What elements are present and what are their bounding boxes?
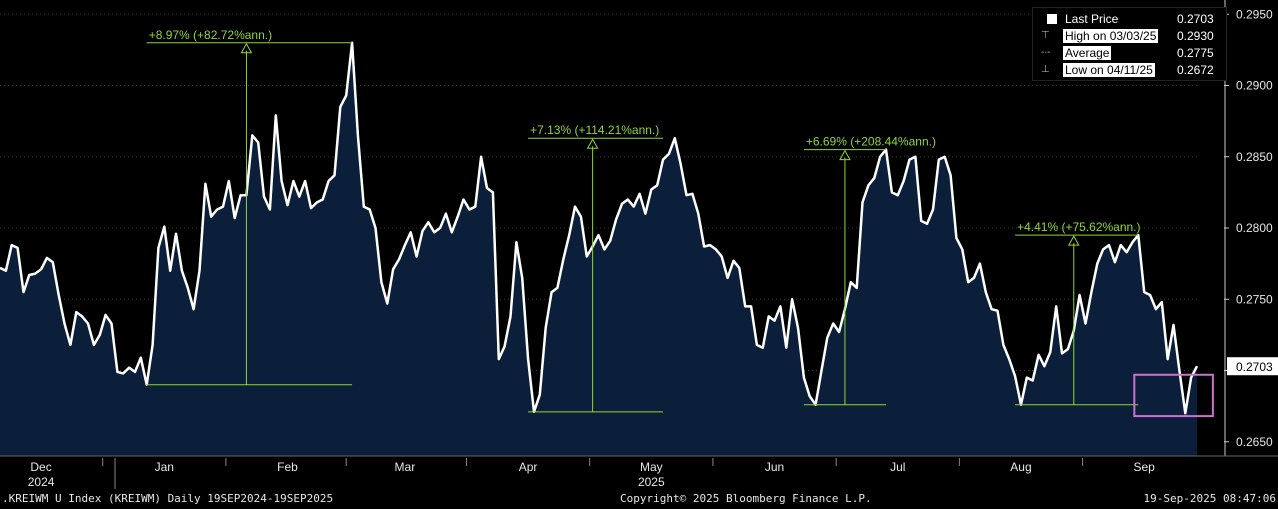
y-tick-label: 0.2750 xyxy=(1236,292,1273,306)
footer-ticker: .KREIWM U Index (KREIWM) Daily 19SEP2024… xyxy=(2,492,333,505)
legend-value: 0.2672 xyxy=(1177,63,1214,77)
legend-label: Average xyxy=(1063,46,1111,60)
x-tick-label: Apr xyxy=(519,460,538,474)
legend: Last Price 0.2703 ⊤ High on 03/03/25 0.2… xyxy=(1032,7,1227,81)
legend-average: -∙- Average 0.2775 xyxy=(1033,45,1226,61)
y-tick-label: 0.2800 xyxy=(1236,221,1273,235)
last-price-label: 0.2703 xyxy=(1236,360,1273,374)
low-marker-icon: ⊥ xyxy=(1041,64,1053,76)
x-tick-label: Jun xyxy=(765,460,784,474)
x-tick-label: Jul xyxy=(890,460,905,474)
legend-label: Last Price xyxy=(1063,12,1120,26)
legend-value: 0.2930 xyxy=(1177,29,1214,43)
x-tick-label: May xyxy=(640,460,663,474)
footer: .KREIWM U Index (KREIWM) Daily 19SEP2024… xyxy=(0,489,1278,509)
year-label: 2024 xyxy=(28,475,55,489)
legend-high: ⊤ High on 03/03/25 0.2930 xyxy=(1033,28,1226,44)
y-tick-label: 0.2950 xyxy=(1236,7,1273,21)
legend-value: 0.2703 xyxy=(1177,12,1214,26)
annotation-label: +7.13% (+114.21%ann.) xyxy=(530,123,659,137)
average-marker-icon: -∙- xyxy=(1041,47,1053,59)
square-icon xyxy=(1047,14,1057,24)
x-tick-label: Feb xyxy=(277,460,298,474)
x-tick-label: Dec xyxy=(30,460,51,474)
y-tick-label: 0.2850 xyxy=(1236,150,1273,164)
x-axis: Dec Jan Feb Mar Apr May Jun Jul Aug Sep 2024 2025 xyxy=(0,456,1278,489)
legend-value: 0.2775 xyxy=(1177,46,1214,60)
footer-copyright: Copyright© 2025 Bloomberg Finance L.P. xyxy=(620,492,872,505)
x-tick-label: Mar xyxy=(395,460,416,474)
y-axis: 0.26500.27000.27500.28000.28500.29000.29… xyxy=(1224,0,1278,456)
annotation-label: +8.97% (+82.72%ann.) xyxy=(149,28,272,42)
annotation-label: +6.69% (+208.44%ann.) xyxy=(806,135,936,149)
x-tick-label: Aug xyxy=(1010,460,1031,474)
y-tick-label: 0.2900 xyxy=(1236,79,1273,93)
annotation-label: +4.41% (+75.62%ann.) xyxy=(1017,220,1140,234)
x-tick-label: Sep xyxy=(1134,460,1156,474)
legend-low: ⊥ Low on 04/11/25 0.2672 xyxy=(1033,62,1226,78)
x-tick-label: Jan xyxy=(155,460,174,474)
footer-timestamp: 19-Sep-2025 08:47:06 xyxy=(1144,492,1276,505)
year-label: 2025 xyxy=(638,475,665,489)
y-tick-label: 0.2650 xyxy=(1236,435,1273,449)
high-marker-icon: ⊤ xyxy=(1041,30,1053,42)
legend-label: Low on 04/11/25 xyxy=(1063,63,1155,77)
legend-label: High on 03/03/25 xyxy=(1063,29,1158,43)
legend-last-price: Last Price 0.2703 xyxy=(1033,11,1226,27)
